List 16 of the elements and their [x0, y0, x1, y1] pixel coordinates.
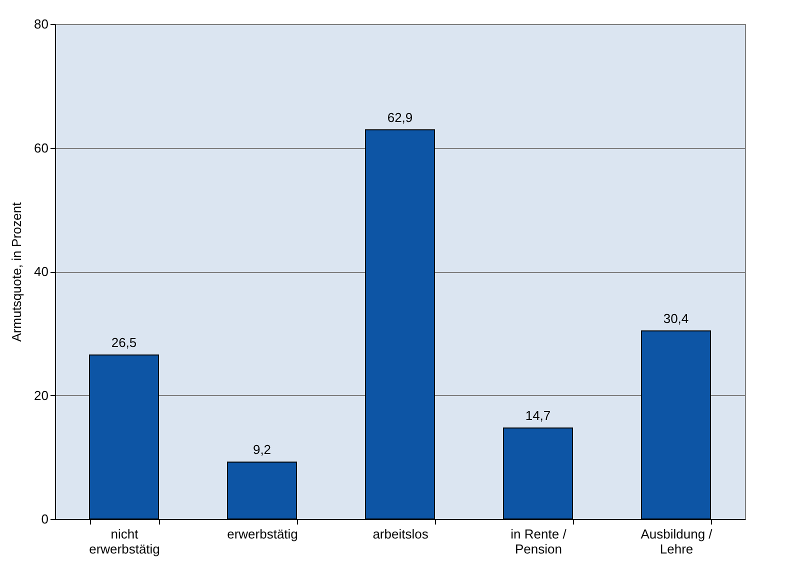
- data-label: 30,4: [663, 310, 689, 326]
- x-tick-label: in Rente / Pension: [510, 526, 567, 556]
- y-tick-label: 0: [41, 512, 48, 526]
- x-tick-label: Ausbildung / Lehre: [640, 526, 713, 556]
- data-label: 14,7: [525, 408, 551, 424]
- x-tick-label: nicht erwerbstätig: [89, 526, 160, 556]
- y-tick-label: 80: [34, 16, 48, 32]
- x-tick-label: erwerbstätig: [227, 526, 298, 542]
- data-label: 26,5: [111, 335, 137, 350]
- data-label: 62,9: [387, 110, 413, 125]
- data-label: 9,2: [252, 442, 272, 458]
- y-axis-title: Armutsquote, in Prozent: [9, 202, 24, 342]
- y-tick-label: 60: [34, 140, 48, 156]
- y-tick-label: 40: [34, 264, 48, 279]
- y-tick-label: 20: [34, 388, 48, 403]
- x-tick-label: arbeitslos: [372, 526, 429, 542]
